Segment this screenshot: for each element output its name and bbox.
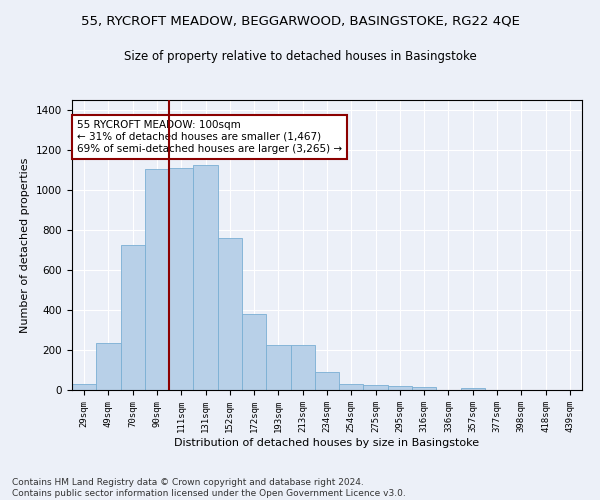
Bar (121, 245, 145, 390)
Y-axis label: Number of detached properties: Number of detached properties (20, 158, 31, 332)
X-axis label: Distribution of detached houses by size in Basingstoke: Distribution of detached houses by size … (175, 438, 479, 448)
Bar (266, 345, 290, 390)
Bar (218, 238, 242, 390)
Bar (72, 384, 96, 390)
Bar (315, 372, 339, 390)
Bar (96, 343, 121, 390)
Text: 55, RYCROFT MEADOW, BEGGARWOOD, BASINGSTOKE, RG22 4QE: 55, RYCROFT MEADOW, BEGGARWOOD, BASINGST… (80, 15, 520, 28)
Bar (242, 314, 266, 390)
Bar (461, 388, 485, 390)
Text: Size of property relative to detached houses in Basingstoke: Size of property relative to detached ho… (124, 50, 476, 63)
Bar (412, 387, 436, 390)
Bar (290, 345, 315, 390)
Bar (364, 385, 388, 390)
Text: Contains HM Land Registry data © Crown copyright and database right 2024.
Contai: Contains HM Land Registry data © Crown c… (12, 478, 406, 498)
Bar (169, 168, 193, 390)
Text: 55 RYCROFT MEADOW: 100sqm
← 31% of detached houses are smaller (1,467)
69% of se: 55 RYCROFT MEADOW: 100sqm ← 31% of detac… (77, 120, 342, 154)
Bar (145, 169, 169, 390)
Bar (388, 386, 412, 390)
Bar (339, 384, 364, 390)
Bar (193, 165, 218, 390)
